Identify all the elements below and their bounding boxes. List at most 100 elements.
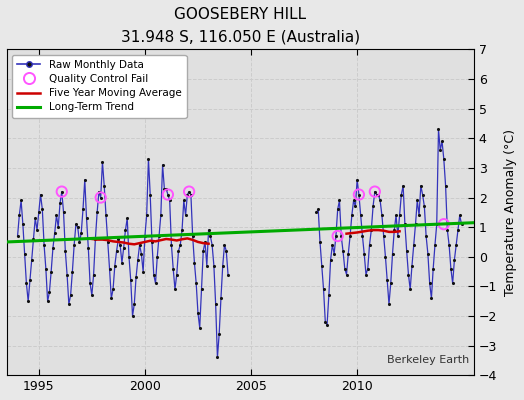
Point [33, 227, 41, 233]
Point [167, 242, 176, 248]
Point [169, 265, 178, 272]
Point [215, 330, 223, 337]
Point [63, 271, 71, 278]
Point [114, 236, 123, 242]
Point [96, 194, 105, 201]
Point [41, 265, 50, 272]
Point [116, 242, 124, 248]
Point [68, 268, 77, 275]
Point [443, 227, 452, 233]
Point [429, 265, 438, 272]
Point [72, 221, 80, 227]
Point [319, 286, 328, 292]
Point [424, 250, 432, 257]
Point [339, 248, 347, 254]
Point [316, 239, 324, 245]
Point [440, 156, 448, 162]
Point [422, 233, 430, 239]
Point [341, 265, 349, 272]
Point [432, 221, 441, 227]
Point [350, 197, 358, 204]
Point [118, 260, 126, 266]
Point [397, 191, 406, 198]
Point [144, 156, 152, 162]
Point [370, 188, 379, 195]
Point [333, 206, 342, 212]
Point [102, 212, 110, 218]
Point [346, 233, 354, 239]
Point [332, 233, 340, 239]
Point [436, 147, 444, 153]
Point [210, 262, 218, 269]
Point [408, 262, 416, 269]
Point [383, 277, 391, 284]
Point [449, 280, 457, 287]
Point [381, 254, 390, 260]
Point [365, 242, 374, 248]
Point [388, 250, 397, 257]
Point [81, 176, 89, 183]
Point [370, 188, 379, 195]
Legend: Raw Monthly Data, Quality Control Fail, Five Year Moving Average, Long-Term Tren: Raw Monthly Data, Quality Control Fail, … [12, 55, 187, 118]
Point [148, 239, 156, 245]
Point [40, 242, 48, 248]
Point [99, 159, 107, 165]
Point [166, 197, 174, 204]
Point [208, 242, 216, 248]
Point [20, 250, 29, 257]
Point [45, 289, 53, 296]
Point [146, 191, 155, 198]
Point [445, 242, 453, 248]
Point [337, 233, 345, 239]
Point [321, 319, 330, 325]
Point [155, 233, 163, 239]
Point [326, 256, 335, 263]
Point [52, 212, 61, 218]
Point [119, 245, 128, 251]
Point [134, 256, 142, 263]
Point [328, 242, 336, 248]
Point [323, 322, 331, 328]
Point [28, 256, 36, 263]
Point [158, 162, 167, 168]
Point [387, 280, 395, 287]
Point [192, 280, 200, 287]
Point [73, 224, 82, 230]
Point [96, 194, 105, 201]
Point [143, 212, 151, 218]
Point [139, 268, 147, 275]
Point [198, 286, 206, 292]
Point [369, 203, 377, 210]
Point [415, 212, 423, 218]
Point [356, 212, 365, 218]
Title: GOOSEBERY HILL
31.948 S, 116.050 E (Australia): GOOSEBERY HILL 31.948 S, 116.050 E (Aust… [121, 7, 360, 44]
Point [325, 292, 333, 298]
Point [418, 191, 427, 198]
Point [399, 182, 407, 189]
Point [82, 215, 91, 222]
Point [434, 126, 443, 133]
Point [38, 206, 47, 212]
Point [446, 265, 455, 272]
Point [358, 233, 367, 239]
Point [318, 262, 326, 269]
Point [180, 197, 188, 204]
Point [64, 301, 73, 307]
Point [362, 271, 370, 278]
Point [201, 239, 209, 245]
Point [314, 206, 322, 212]
Point [176, 242, 184, 248]
Point [19, 221, 27, 227]
Point [149, 271, 158, 278]
Point [385, 301, 393, 307]
Point [402, 248, 411, 254]
Point [178, 227, 186, 233]
Point [411, 221, 420, 227]
Point [199, 248, 208, 254]
Point [219, 262, 227, 269]
Point [86, 280, 94, 287]
Point [162, 186, 170, 192]
Point [58, 188, 66, 195]
Point [14, 233, 22, 239]
Point [406, 286, 414, 292]
